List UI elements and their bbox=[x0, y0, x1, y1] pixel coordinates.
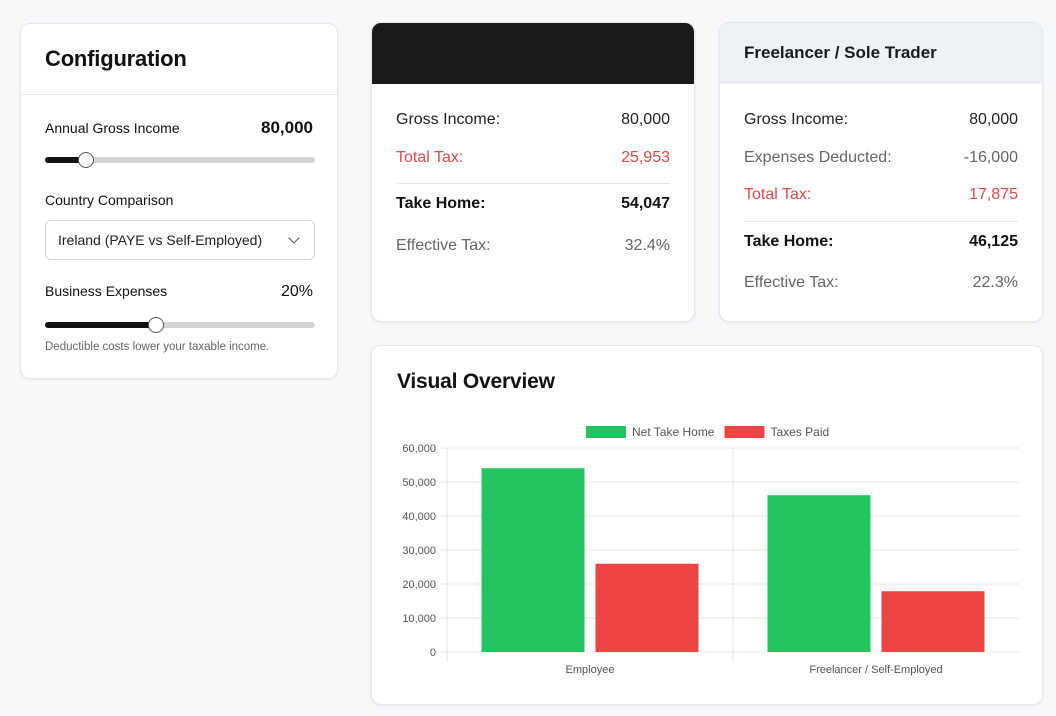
configuration-title: Configuration bbox=[45, 46, 187, 71]
freelancer-gross-row: Gross Income: 80,000 bbox=[744, 111, 1018, 129]
x-tick-label: Employee bbox=[566, 664, 615, 676]
income-slider-fill bbox=[45, 157, 86, 163]
y-tick-label: 10,000 bbox=[402, 613, 436, 625]
employee-eff-value: 32.4% bbox=[624, 237, 670, 254]
bar-taxes-paid bbox=[595, 563, 699, 652]
employee-take-value: 54,047 bbox=[621, 195, 670, 212]
expenses-hint: Deductible costs lower your taxable inco… bbox=[45, 341, 270, 353]
y-tick-label: 50,000 bbox=[402, 477, 436, 489]
y-tick-label: 0 bbox=[430, 647, 436, 659]
country-row: Country Comparison bbox=[45, 192, 313, 208]
employee-tax-label: Total Tax: bbox=[396, 149, 464, 166]
x-tick-label: Freelancer / Self-Employed bbox=[809, 664, 942, 676]
employee-gross-value: 80,000 bbox=[621, 111, 670, 128]
freelancer-card: Freelancer / Sole Trader Gross Income: 8… bbox=[719, 22, 1043, 322]
freelancer-take-value: 46,125 bbox=[969, 233, 1018, 250]
freelancer-gross-value: 80,000 bbox=[969, 111, 1018, 128]
income-value: 80,000 bbox=[261, 118, 313, 137]
employee-eff-label: Effective Tax: bbox=[396, 237, 491, 254]
divider bbox=[744, 221, 1018, 222]
freelancer-header: Freelancer / Sole Trader bbox=[720, 23, 1042, 83]
configuration-header: Configuration bbox=[21, 24, 337, 95]
chevron-down-icon bbox=[288, 232, 300, 244]
employee-take-row: Take Home: 54,047 bbox=[396, 195, 670, 213]
employee-tax-row: Total Tax: 25,953 bbox=[396, 149, 670, 167]
employee-card: Gross Income: 80,000 Total Tax: 25,953 T… bbox=[371, 22, 695, 322]
employee-gross-row: Gross Income: 80,000 bbox=[396, 111, 670, 129]
freelancer-title: Freelancer / Sole Trader bbox=[744, 43, 937, 62]
expenses-label: Business Expenses bbox=[45, 283, 168, 299]
expenses-row: Business Expenses 20% bbox=[45, 283, 313, 301]
freelancer-tax-value: 17,875 bbox=[969, 186, 1018, 203]
bar-taxes-paid bbox=[881, 591, 985, 652]
visual-overview-card: Visual Overview 60,000 50,000 40,000 30,000… bbox=[371, 345, 1043, 705]
bar-chart: 60,000 50,000 40,000 30,000 20,000 10,000 0 Emp… bbox=[402, 425, 1019, 676]
freelancer-take-label: Take Home: bbox=[744, 233, 834, 250]
country-select[interactable]: Ireland (PAYE vs Self-Employed) bbox=[45, 220, 315, 260]
expenses-value: 20% bbox=[280, 283, 313, 300]
freelancer-eff-row: Effective Tax: 22.3% bbox=[744, 274, 1018, 292]
legend-swatch bbox=[586, 426, 626, 438]
employee-tax-value: 25,953 bbox=[621, 149, 670, 166]
freelancer-take-row: Take Home: 46,125 bbox=[744, 233, 1018, 251]
bar-net-take-home bbox=[767, 495, 871, 652]
expenses-slider-thumb[interactable] bbox=[147, 317, 164, 333]
legend-swatch bbox=[724, 426, 765, 438]
income-row: Annual Gross Income 80,000 bbox=[45, 118, 313, 138]
expenses-slider[interactable] bbox=[45, 317, 315, 333]
y-tick-label: 60,000 bbox=[402, 443, 436, 455]
y-tick-label: 40,000 bbox=[402, 511, 436, 523]
income-slider-thumb[interactable] bbox=[77, 152, 94, 168]
configuration-card: Configuration Annual Gross Income 80,000… bbox=[20, 23, 338, 379]
employee-header bbox=[372, 23, 694, 84]
chart-title: Visual Overview bbox=[397, 370, 555, 393]
freelancer-expenses-label: Expenses Deducted: bbox=[744, 149, 892, 166]
y-tick-label: 30,000 bbox=[402, 545, 436, 557]
freelancer-expenses-row: Expenses Deducted: -16,000 bbox=[744, 149, 1018, 167]
employee-gross-label: Gross Income: bbox=[396, 111, 501, 128]
expenses-slider-fill bbox=[45, 322, 156, 328]
employee-eff-row: Effective Tax: 32.4% bbox=[396, 237, 670, 255]
freelancer-eff-label: Effective Tax: bbox=[744, 274, 839, 291]
freelancer-tax-label: Total Tax: bbox=[744, 186, 812, 203]
legend-label: Net Take Home bbox=[632, 425, 715, 439]
y-tick-label: 20,000 bbox=[402, 579, 436, 591]
income-label: Annual Gross Income bbox=[45, 120, 180, 136]
country-label: Country Comparison bbox=[45, 192, 174, 208]
divider bbox=[396, 183, 670, 184]
freelancer-expenses-value: -16,000 bbox=[963, 149, 1018, 166]
freelancer-tax-row: Total Tax: 17,875 bbox=[744, 186, 1018, 204]
freelancer-eff-value: 22.3% bbox=[972, 274, 1018, 291]
bar-net-take-home bbox=[481, 468, 585, 652]
employee-take-label: Take Home: bbox=[396, 195, 486, 212]
country-select-value: Ireland (PAYE vs Self-Employed) bbox=[58, 232, 263, 248]
income-slider[interactable] bbox=[45, 152, 315, 168]
freelancer-gross-label: Gross Income: bbox=[744, 111, 849, 128]
legend-label: Taxes Paid bbox=[770, 425, 829, 439]
